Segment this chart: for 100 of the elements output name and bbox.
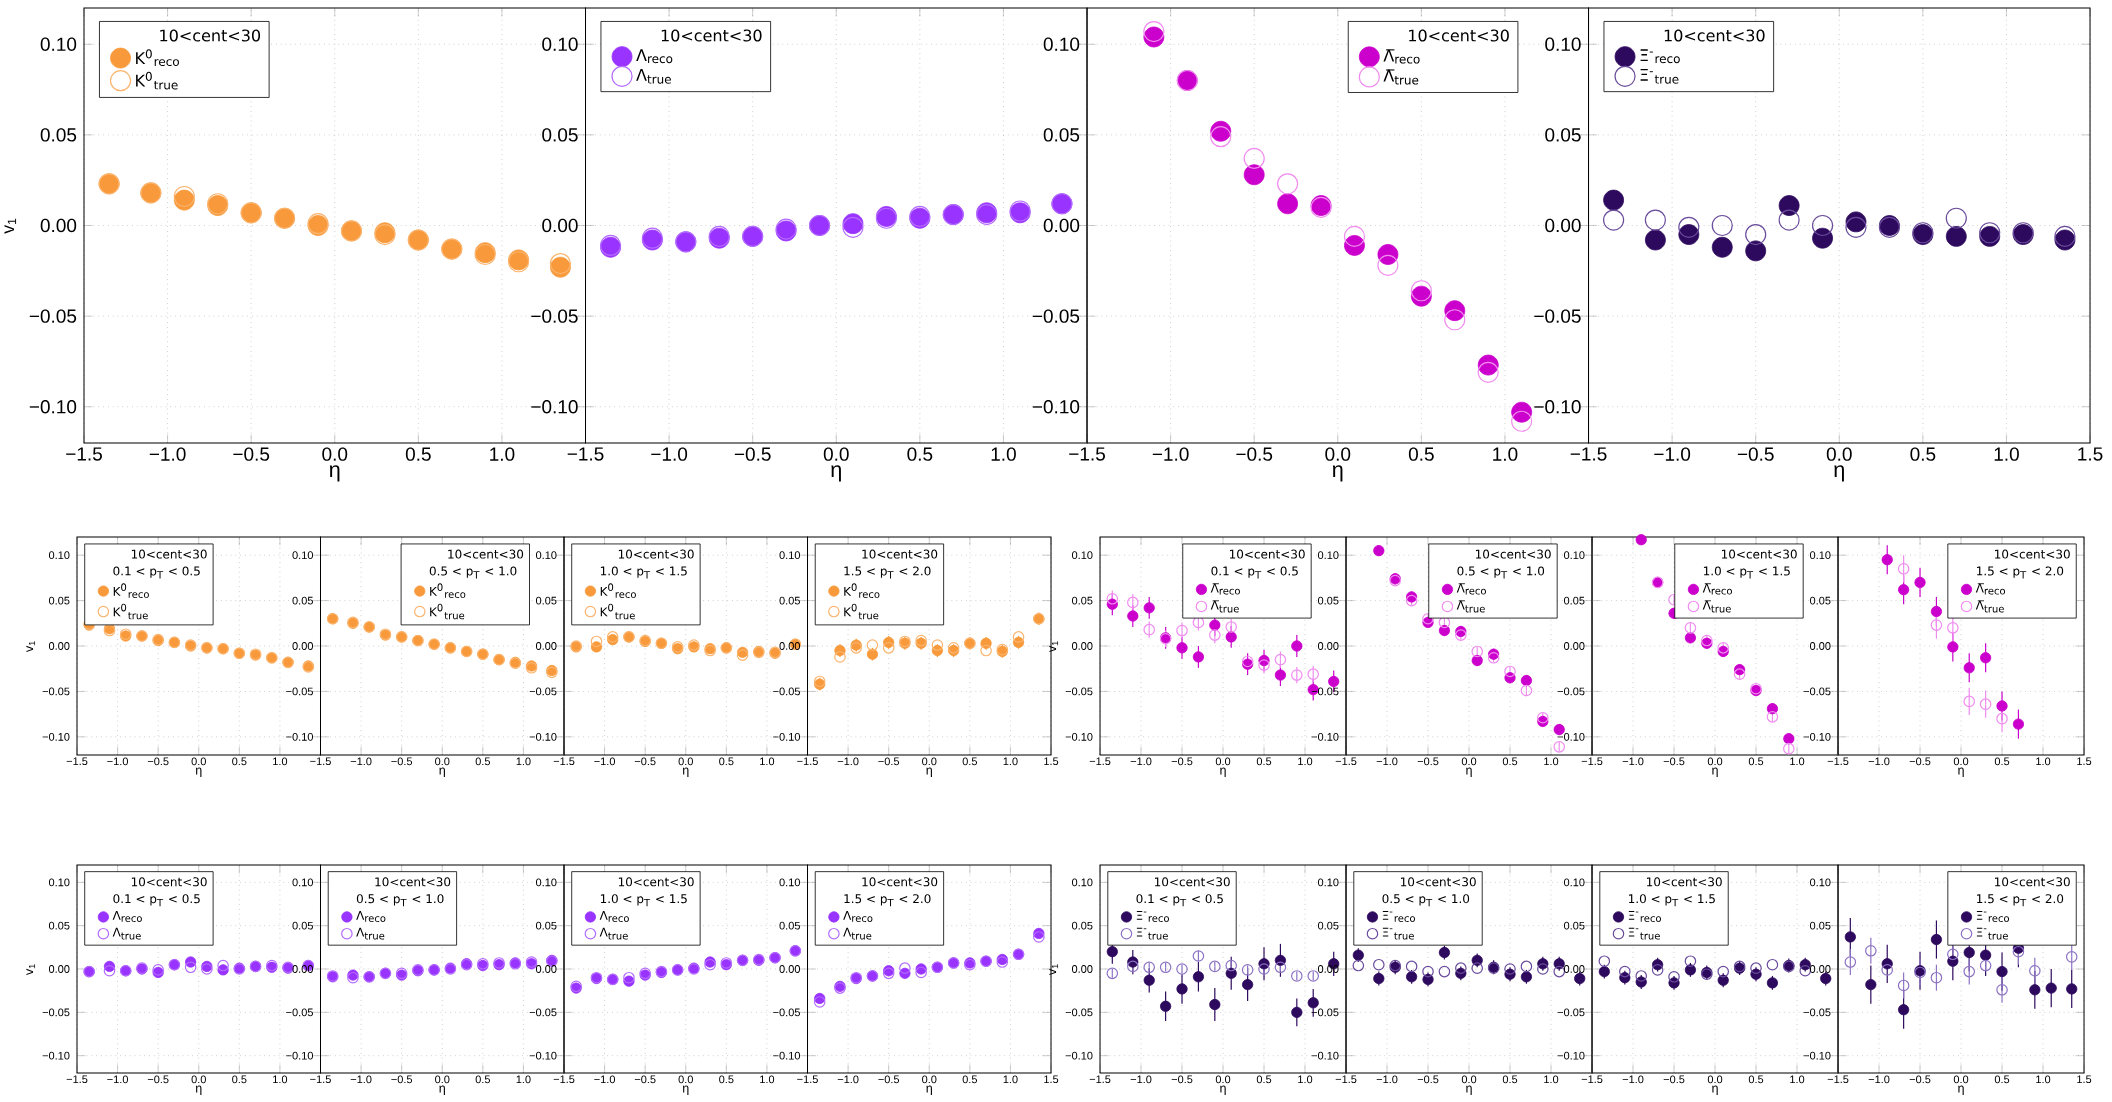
y-tick-label: 0.00 <box>535 642 557 650</box>
y-tick-label: 0.00 <box>1563 965 1585 973</box>
legend-title: 10<cent<30 <box>131 877 207 887</box>
y-tick-label: 0.05 <box>292 596 313 605</box>
x-tick-label: 1.0 <box>1298 1075 1313 1084</box>
x-axis-title: η <box>195 767 202 777</box>
y-tick-label: 0.05 <box>1071 596 1093 605</box>
x-tick-label: −1.0 <box>1622 1075 1644 1084</box>
x-tick-label: 0.0 <box>1215 1075 1231 1084</box>
legend-title: 10<cent<30 <box>1154 877 1230 887</box>
y-tick-label: 0.10 <box>1809 551 1831 560</box>
y-tick-label: 0.00 <box>779 965 801 973</box>
x-tick-label: −1.5 <box>1827 757 1849 766</box>
x-tick-label: −1.0 <box>1130 1075 1152 1084</box>
y-tick-label: 0.00 <box>535 965 557 973</box>
text: 1.5 < p$_{T}$ < 2.0 <box>844 566 931 579</box>
y-tick-label: −0.05 <box>42 1008 70 1017</box>
legend-title: 10<cent<30 <box>661 29 762 42</box>
y-tick-label: −0.05 <box>773 687 800 696</box>
y-tick-label: −0.05 <box>286 1008 313 1017</box>
y-tick-label: −0.05 <box>29 309 77 323</box>
y-tick-label: 0.05 <box>1545 128 1581 142</box>
x-tick-label: −1.5 <box>1570 447 1607 461</box>
x-tick-label: −1.0 <box>651 447 688 461</box>
legend-title: 10<cent<30 <box>1646 877 1722 887</box>
y-tick-label: 0.10 <box>1071 878 1093 887</box>
x-axis-title: η <box>1220 1085 1226 1095</box>
y-tick-label: 0.05 <box>40 128 77 142</box>
x-tick-label: −1.5 <box>1089 1075 1111 1084</box>
x-tick-label: 1.0 <box>273 1075 288 1084</box>
x-tick-label: 1.0 <box>1298 757 1313 766</box>
x-tick-label: 1.0 <box>991 447 1016 461</box>
y-tick-label: −0.10 <box>773 1051 801 1060</box>
x-tick-label: 1.5 <box>1044 1075 1059 1084</box>
x-tick-label: 0.0 <box>1826 447 1852 461</box>
x-tick-label: 1.0 <box>2036 1075 2051 1084</box>
y-tick-label: 0.05 <box>1071 921 1093 930</box>
x-tick-label: −1.0 <box>350 1075 372 1084</box>
y-tick-label: 0.10 <box>1809 878 1831 887</box>
x-tick-label: 0.5 <box>1502 1075 1518 1084</box>
y-tick-label: 0.05 <box>535 921 557 930</box>
x-axis-title: η <box>1466 1085 1472 1095</box>
x-axis-title: η <box>329 465 340 482</box>
legend-label: K$^{0}$reco <box>136 49 179 67</box>
legend-title: 10<cent<30 <box>618 549 694 559</box>
x-tick-label: 1.5 <box>2077 757 2092 766</box>
y-tick-label: 0.05 <box>48 921 70 930</box>
x-tick-label: 0.5 <box>1994 757 2010 766</box>
x-axis-title: η <box>1958 1085 1964 1095</box>
text: 0.1 < p$_{T}$ < 0.5 <box>1211 566 1298 579</box>
x-tick-label: 0.0 <box>1325 447 1351 461</box>
y-tick-label: 0.10 <box>1545 37 1581 51</box>
x-axis-title: η <box>195 1085 202 1095</box>
x-axis-title: η <box>926 767 932 777</box>
x-tick-label: −1.0 <box>107 757 128 766</box>
y-tick-label: −0.10 <box>1557 1051 1585 1060</box>
y-tick-label: 0.05 <box>1043 128 1080 142</box>
legend-label: Ξ$^{-}$true <box>1382 927 1414 940</box>
legend-title: 10<cent<30 <box>862 549 938 559</box>
x-tick-label: −0.5 <box>878 1075 900 1084</box>
legend-label: Ξ$^{-}$reco <box>1136 911 1169 922</box>
y-axis-title: v$_{1}$ <box>1049 964 1059 976</box>
x-tick-label: 1.0 <box>1493 447 1518 461</box>
legend-label: Ξ$^{-}$true <box>1136 927 1168 940</box>
legend-label: Ξ$^{-}$reco <box>1382 911 1415 922</box>
legend-title: 10<cent<30 <box>448 549 524 559</box>
legend-label: Λ$_{reco}$ <box>599 911 629 922</box>
y-tick-label: −0.10 <box>1065 732 1093 741</box>
legend-label: Λ$_{true}$ <box>112 927 141 940</box>
legend-label: Λ̅$_{true}$ <box>1975 600 2004 613</box>
y-tick-label: −0.05 <box>1032 309 1080 323</box>
text: 0.5 < p$_{T}$ < 1.0 <box>429 566 517 579</box>
x-tick-label: 0.0 <box>322 447 348 461</box>
legend-label: Ξ$^{-}$reco <box>1976 911 2010 922</box>
legend-label: Λ̅$_{reco}$ <box>1383 49 1420 64</box>
x-tick-label: −1.5 <box>1089 757 1111 766</box>
y-tick-label: 0.00 <box>1809 642 1831 650</box>
y-tick-label: −0.05 <box>1557 1008 1585 1017</box>
x-tick-label: 0.0 <box>191 1075 206 1084</box>
y-tick-label: −0.10 <box>1557 732 1585 741</box>
x-tick-label: 0.5 <box>1910 447 1936 461</box>
x-tick-label: −1.5 <box>797 1075 818 1084</box>
y-tick-label: −0.05 <box>1803 687 1831 696</box>
y-tick-label: 0.00 <box>1071 642 1093 650</box>
x-axis-title: η <box>682 1085 689 1095</box>
y-tick-label: −0.10 <box>29 400 77 414</box>
legend-title: 10<cent<30 <box>131 549 207 559</box>
text: 1.0 < p$_{T}$ < 1.5 <box>1628 894 1715 907</box>
x-tick-label: 0.5 <box>232 757 247 766</box>
legend-title: 10<cent<30 <box>862 877 938 887</box>
x-tick-label: 1.5 <box>2078 447 2103 461</box>
x-tick-label: −1.5 <box>553 757 575 766</box>
legend-title: 10<cent<30 <box>160 29 261 42</box>
x-axis-title: η <box>926 1085 932 1095</box>
x-tick-label: −0.5 <box>1171 757 1193 766</box>
legend-label: K$^{0}$reco <box>600 583 636 598</box>
y-tick-label: −0.05 <box>773 1008 800 1017</box>
y-tick-label: 0.10 <box>1071 551 1093 560</box>
x-tick-label: 1.0 <box>516 1075 531 1084</box>
legend-title: 10<cent<30 <box>1995 549 2070 559</box>
